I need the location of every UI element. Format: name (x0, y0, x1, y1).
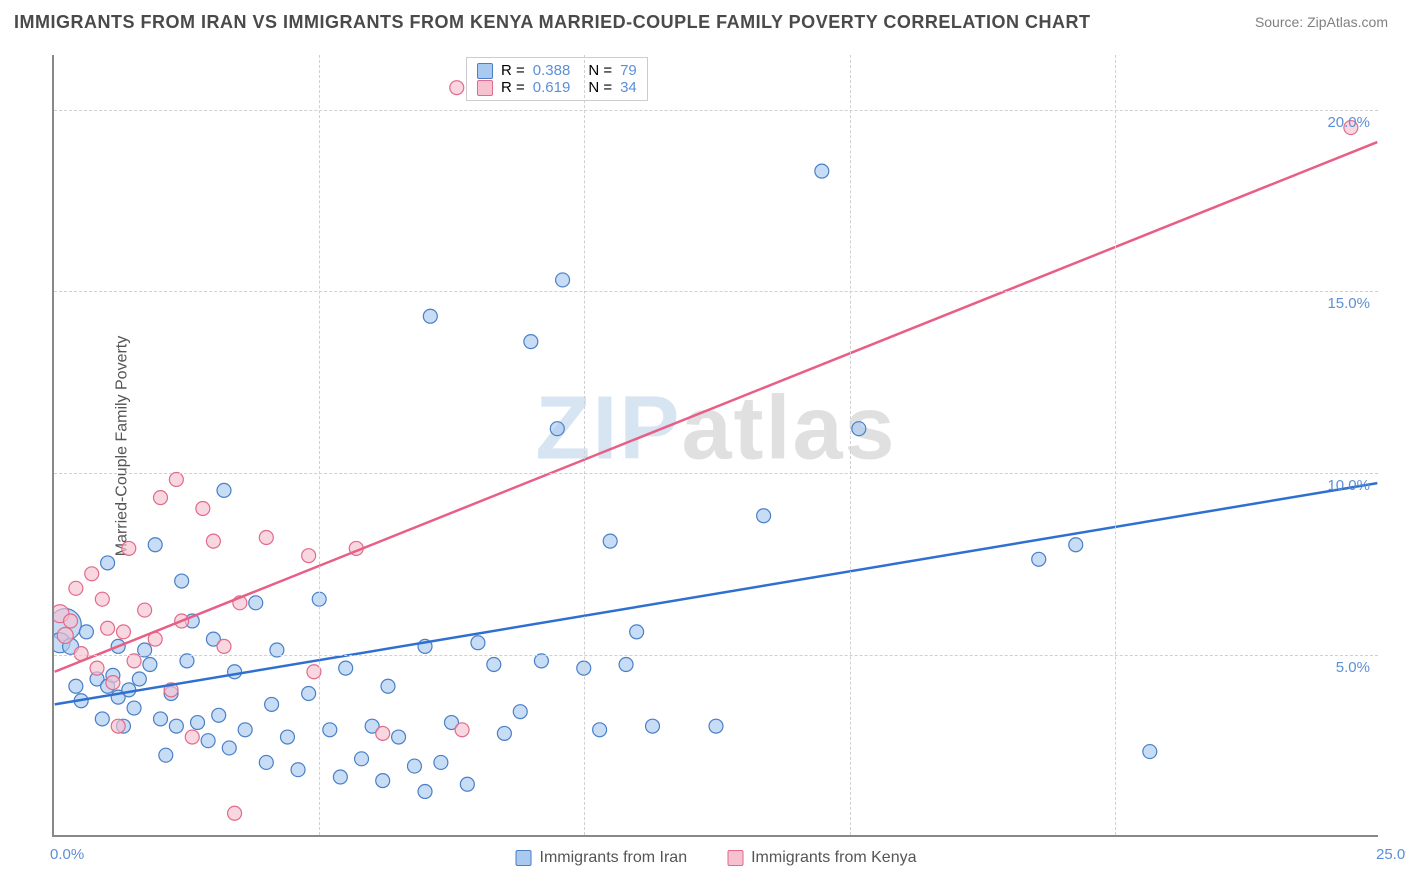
y-tick-label: 20.0% (1327, 114, 1370, 131)
swatch-kenya-icon (727, 850, 743, 866)
r-value-kenya: 0.619 (533, 79, 571, 96)
legend-kenya-label: Immigrants from Kenya (751, 849, 916, 867)
x-tick-label: 0.0% (50, 846, 84, 863)
y-tick-label: 5.0% (1336, 659, 1370, 676)
gridline-v (319, 55, 320, 835)
n-label: N = (588, 79, 612, 96)
legend-iran-label: Immigrants from Iran (540, 849, 688, 867)
n-value-iran: 79 (620, 62, 637, 79)
gridline-v (584, 55, 585, 835)
legend-stats: R = 0.388 N = 79 R = 0.619 N = 34 (466, 57, 648, 101)
gridline-h (54, 291, 1378, 292)
gridline-h (54, 473, 1378, 474)
gridline-v (850, 55, 851, 835)
n-value-kenya: 34 (620, 79, 637, 96)
chart-svg (54, 55, 1378, 835)
r-label: R = (501, 79, 525, 96)
watermark: ZIPatlas (535, 378, 896, 481)
swatch-kenya-icon (477, 80, 493, 96)
gridline-v (1115, 55, 1116, 835)
r-value-iran: 0.388 (533, 62, 571, 79)
r-label: R = (501, 62, 525, 79)
y-tick-label: 15.0% (1327, 295, 1370, 312)
gridline-h (54, 110, 1378, 111)
plot-area: ZIPatlas R = 0.388 N = 79 R = 0.619 N = … (52, 55, 1378, 837)
gridline-h (54, 655, 1378, 656)
chart-title: IMMIGRANTS FROM IRAN VS IMMIGRANTS FROM … (14, 12, 1091, 33)
legend-bottom: Immigrants from Iran Immigrants from Ken… (516, 849, 917, 867)
n-label: N = (588, 62, 612, 79)
x-tick-label: 25.0% (1376, 846, 1406, 863)
swatch-iran-icon (477, 63, 493, 79)
source-label: Source: ZipAtlas.com (1255, 14, 1388, 30)
swatch-iran-icon (516, 850, 532, 866)
y-tick-label: 10.0% (1327, 477, 1370, 494)
